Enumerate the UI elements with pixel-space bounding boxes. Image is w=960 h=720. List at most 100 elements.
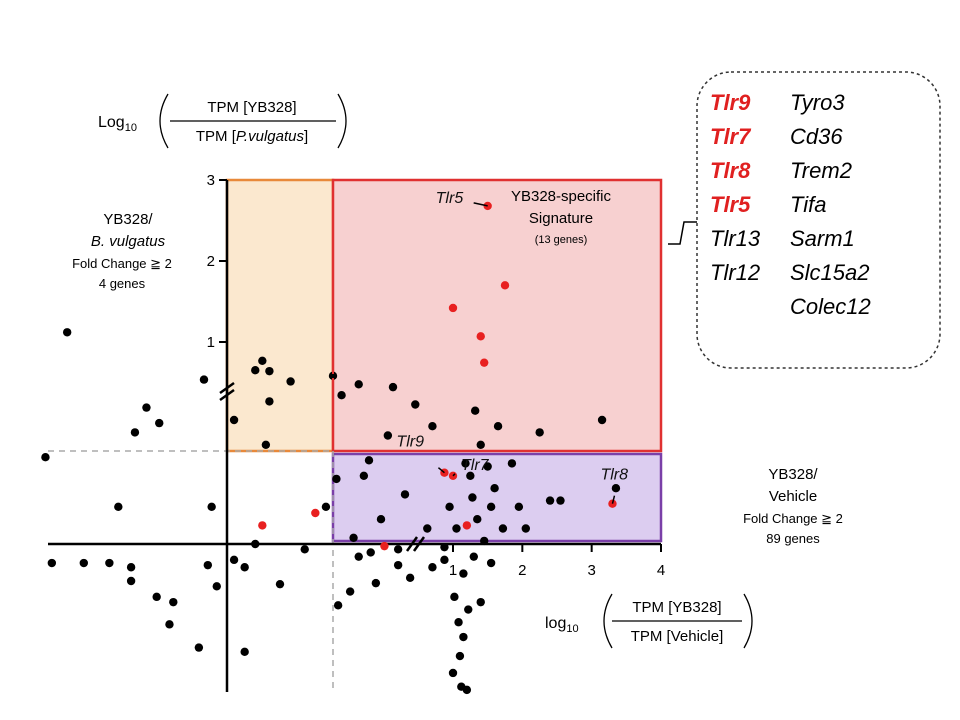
data-point xyxy=(393,545,403,554)
data-point xyxy=(240,647,249,657)
data-point xyxy=(400,490,410,499)
data-point xyxy=(354,380,363,389)
gene-annotations: Tlr5 Tlr9 Tlr7 Tlr8 xyxy=(396,190,628,504)
purple-region-fold: Fold Change ≧ 2 xyxy=(743,511,843,526)
data-point xyxy=(464,605,473,614)
data-point xyxy=(207,502,216,511)
data-point xyxy=(454,618,463,627)
data-point xyxy=(364,456,374,465)
purple-region-count: 89 genes xyxy=(766,531,820,546)
data-point xyxy=(337,391,346,400)
data-point xyxy=(498,524,508,533)
data-point xyxy=(105,558,114,568)
data-point xyxy=(155,418,164,428)
annotation-tlr9: Tlr9 xyxy=(396,434,424,451)
data-point xyxy=(126,563,136,572)
data-point xyxy=(194,643,204,652)
data-point xyxy=(452,524,461,533)
data-point xyxy=(333,601,343,610)
gene-list-box: Tlr9 Tlr7 Tlr8 Tlr5 Tlr13 Tlr12 Tyro3 Cd36 Trem… xyxy=(696,71,941,369)
data-point xyxy=(47,558,57,568)
y-axis-break xyxy=(219,388,235,402)
data-point xyxy=(556,496,565,505)
data-point xyxy=(114,502,123,511)
orange-region xyxy=(225,178,335,453)
data-point xyxy=(199,375,209,384)
orange-region-fold: Fold Change ≧ 2 xyxy=(72,256,172,271)
data-point xyxy=(469,552,478,561)
data-point xyxy=(428,563,437,572)
data-point-red xyxy=(476,332,485,341)
data-point xyxy=(321,502,331,511)
data-point xyxy=(476,597,485,607)
data-point-red xyxy=(258,521,267,530)
data-point xyxy=(411,400,420,409)
x-axis-break xyxy=(412,536,426,552)
annotation-tlr8: Tlr8 xyxy=(600,467,628,484)
gene-name: Cd36 xyxy=(790,124,843,149)
data-point xyxy=(229,415,239,425)
data-point xyxy=(535,428,544,437)
data-point xyxy=(345,587,355,596)
data-point xyxy=(507,459,517,468)
gene-name: Tlr12 xyxy=(710,260,760,285)
data-point xyxy=(251,539,260,549)
y-axis-label: Log10 TPM [YB328] TPM [P.vulgatus] xyxy=(98,93,347,149)
annotation-leader xyxy=(473,202,488,207)
x-label-numerator: TPM [YB328] xyxy=(632,599,721,616)
data-point-orange-region xyxy=(265,366,274,376)
axis-breaks xyxy=(219,381,426,552)
data-point xyxy=(359,471,369,480)
data-point xyxy=(405,573,415,583)
orange-region-title: YB328/ xyxy=(103,211,153,228)
x-tick-label: 3 xyxy=(587,562,595,579)
red-region-count: (13 genes) xyxy=(535,234,588,246)
connector-bracket xyxy=(668,221,697,245)
data-point xyxy=(388,382,398,392)
data-point xyxy=(459,569,468,578)
data-point-red xyxy=(380,541,389,551)
annotation-leader xyxy=(437,467,445,474)
y-label-paren-right xyxy=(337,93,347,149)
data-point xyxy=(462,685,472,695)
gene-name: Slc15a2 xyxy=(790,260,870,285)
purple-region-title: YB328/ xyxy=(768,466,818,483)
gene-name: Tlr9 xyxy=(710,90,751,115)
orange-region-title2: B. vulgatus xyxy=(91,233,166,250)
x-label-prefix: log10 xyxy=(545,615,579,635)
data-point xyxy=(490,484,499,493)
x-tick-label: 2 xyxy=(518,562,526,579)
data-point xyxy=(376,515,386,524)
data-point xyxy=(349,533,358,542)
data-point xyxy=(545,496,555,505)
data-point xyxy=(486,558,496,568)
red-region-title2: Signature xyxy=(529,210,593,227)
data-point xyxy=(203,560,213,570)
data-point xyxy=(514,502,524,511)
red-region-label: YB328-specific Signature (13 genes) xyxy=(511,188,612,246)
y-label-numerator: TPM [YB328] xyxy=(207,99,296,116)
purple-region-label: YB328/ Vehicle Fold Change ≧ 2 89 genes xyxy=(743,466,843,546)
data-point xyxy=(130,428,140,437)
purple-region-title2: Vehicle xyxy=(769,488,817,505)
x-axis-break xyxy=(405,536,419,552)
data-point xyxy=(79,558,89,568)
data-point xyxy=(240,563,249,572)
x-label-denominator: TPM [Vehicle] xyxy=(631,628,724,645)
data-point xyxy=(466,471,475,480)
annotation-tlr7: Tlr7 xyxy=(461,457,490,474)
data-point xyxy=(261,440,271,449)
data-point xyxy=(455,651,465,661)
data-point xyxy=(328,371,338,381)
y-tick-label: 3 xyxy=(207,172,215,189)
data-point-red xyxy=(462,521,472,530)
data-point xyxy=(486,502,496,511)
x-label-paren-left xyxy=(603,593,613,649)
data-point xyxy=(212,582,221,591)
data-point xyxy=(383,431,393,440)
data-point xyxy=(229,555,239,565)
gene-box-border xyxy=(696,71,941,369)
gene-name: Colec12 xyxy=(790,294,871,319)
axis-ticks: 1 2 3 4 1 2 3 xyxy=(207,172,666,579)
data-point xyxy=(126,576,136,586)
